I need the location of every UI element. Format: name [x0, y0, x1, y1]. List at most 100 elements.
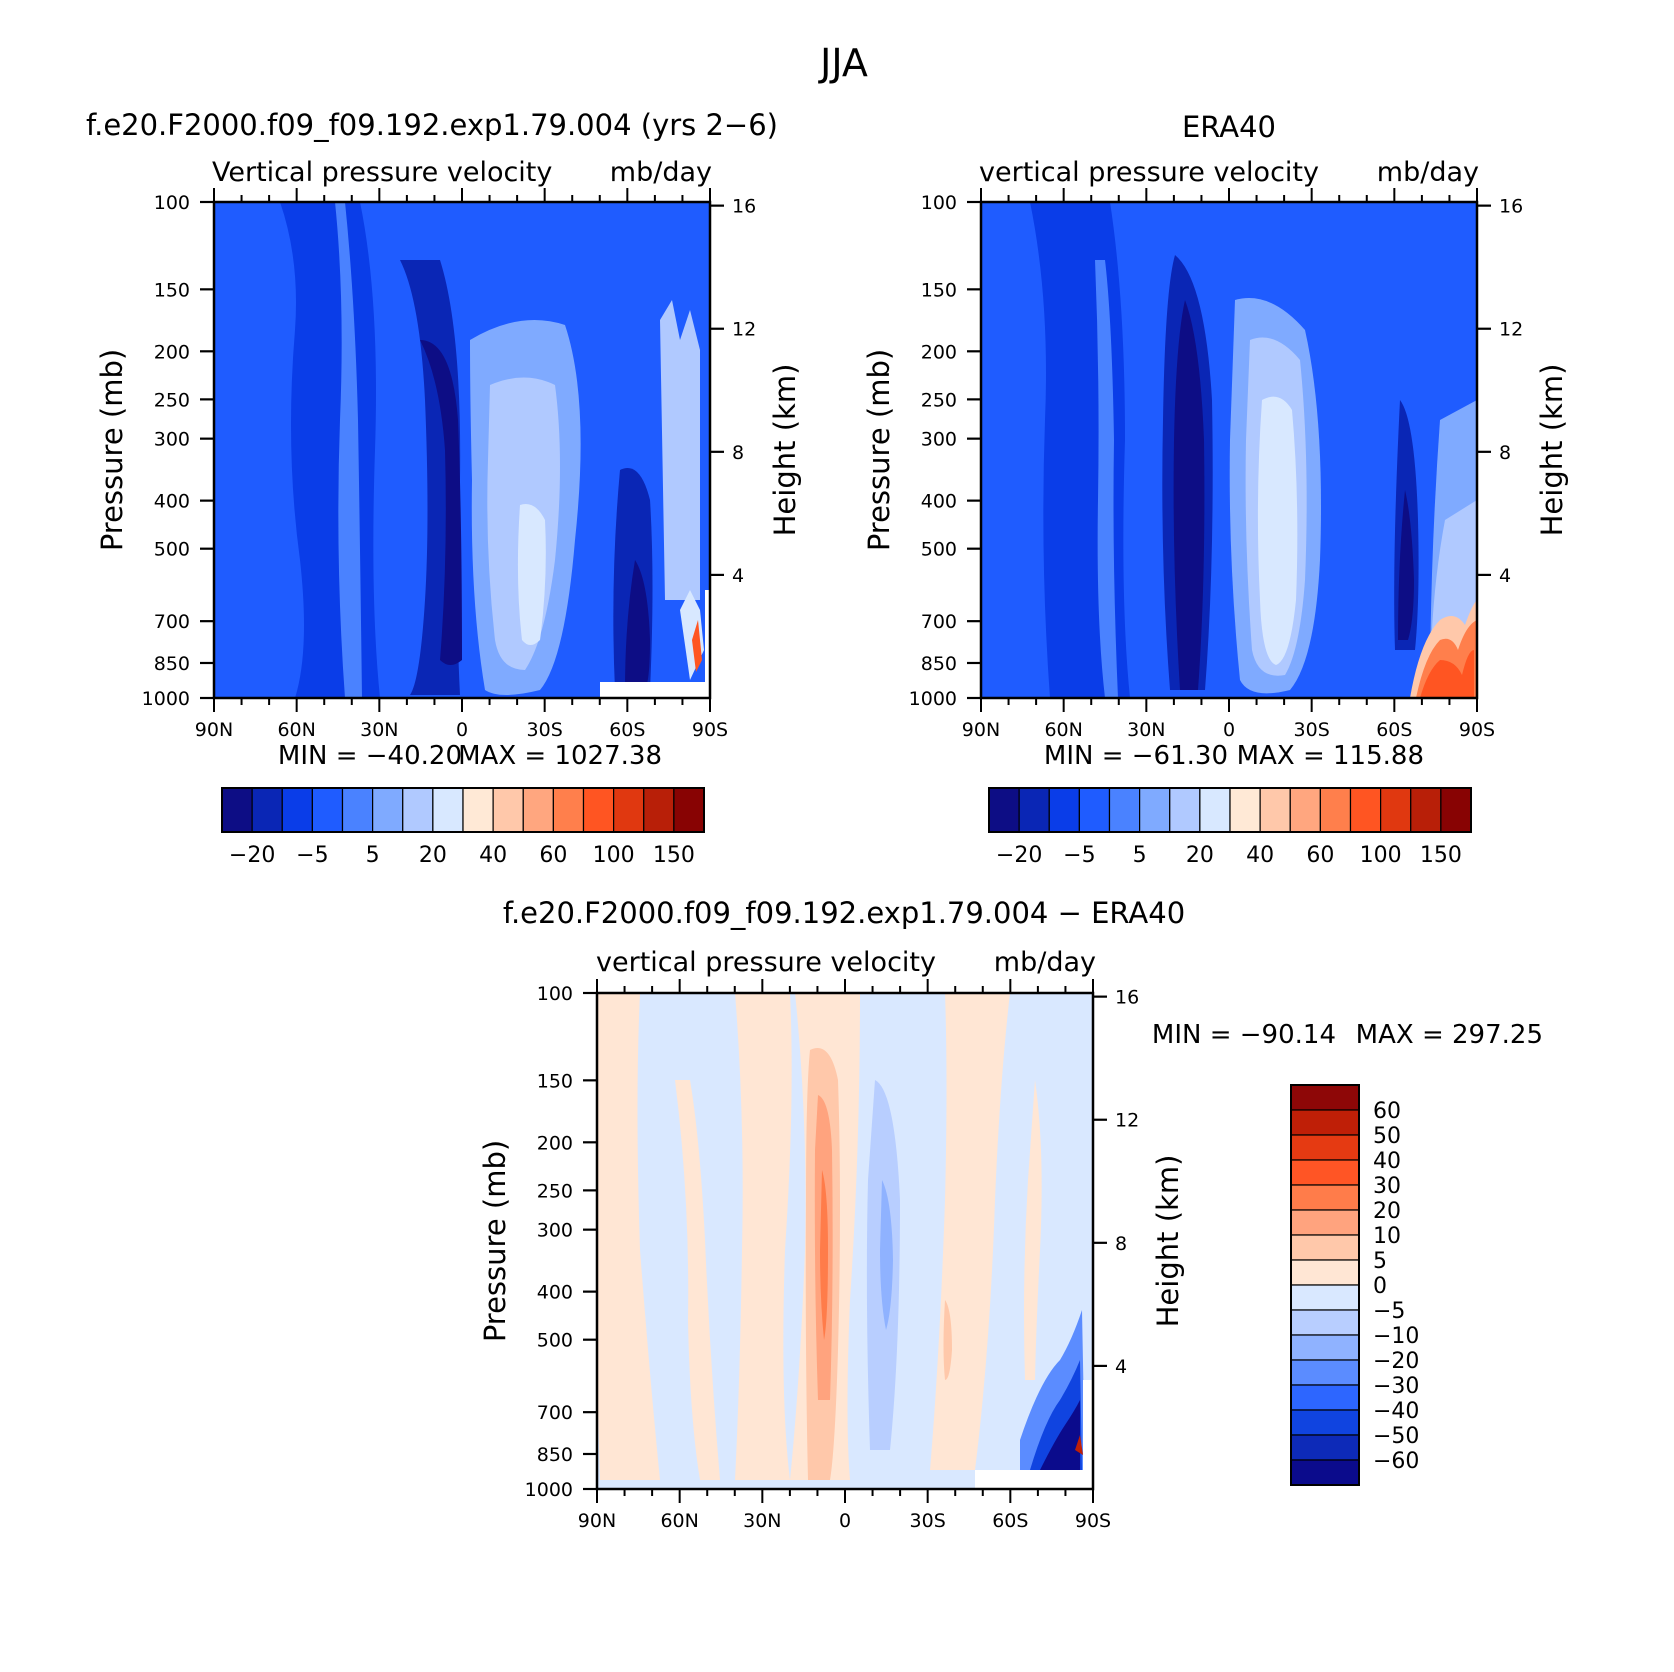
colorbar-box	[643, 787, 675, 833]
colorbar-label: 100	[1360, 843, 1402, 868]
colorbar-box	[341, 787, 374, 833]
field-positive-nh-2	[675, 1080, 720, 1480]
colorbar-label: 20	[1186, 843, 1214, 868]
y-tick-label: 1000	[525, 1479, 573, 1501]
y-tick-label: 200	[537, 1132, 573, 1154]
panel-model-field	[214, 202, 710, 698]
x-tick-label: 90N	[578, 1510, 616, 1532]
colorbar-label: −50	[1373, 1424, 1419, 1449]
colorbar-box	[1440, 787, 1472, 833]
figure-title: JJA	[818, 41, 868, 85]
panel-model-ylabel: Pressure (mb)	[95, 349, 129, 551]
colorbar-box	[1290, 1084, 1360, 1111]
colorbar-box	[552, 787, 585, 833]
colorbar-label: −5	[296, 843, 328, 868]
colorbar-box	[1290, 1334, 1360, 1361]
colorbar-box	[1290, 1409, 1360, 1436]
colorbar-label: 10	[1373, 1224, 1401, 1249]
colorbar-box	[492, 787, 524, 833]
panel-model: f.e20.F2000.f09_f09.192.exp1.79.004 (yrs…	[86, 108, 802, 868]
colorbar-frame	[1290, 1084, 1360, 1486]
colorbar-box	[613, 787, 645, 833]
panel-difference-field	[597, 993, 1093, 1489]
field-polar-positive-spot	[1075, 1435, 1083, 1455]
panel-model-variable: Vertical pressure velocity	[212, 157, 552, 188]
panel-difference-max: MAX = 297.25	[1356, 1020, 1543, 1050]
panel-era40-min: MIN = −61.30	[1044, 741, 1228, 771]
colorbar-box	[1319, 787, 1352, 833]
colorbar-label: −30	[1373, 1374, 1419, 1399]
panel-era40-left-ticks: 100 150 200 250 300 400 500 700 850 1000	[909, 192, 981, 710]
field-missing-edge	[1083, 1380, 1093, 1489]
field-positive-nh-1	[597, 993, 660, 1480]
colorbar-box	[402, 787, 434, 833]
colorbar-label: 20	[419, 843, 447, 868]
y-tick-label: 500	[537, 1330, 573, 1352]
panel-difference: f.e20.F2000.f09_f09.192.exp1.79.004 − ER…	[478, 896, 1543, 1532]
colorbar-label: 60	[1306, 843, 1334, 868]
field-sh-max-ascent	[1398, 490, 1414, 640]
panel-era40-colorbar: −20 −5 5 20 40 60 100 150	[988, 787, 1472, 868]
colorbar-box	[522, 787, 554, 833]
colorbar-label: −20	[996, 843, 1042, 868]
colorbar-label: −40	[1373, 1399, 1419, 1424]
colorbar-box	[1290, 1284, 1360, 1311]
field-positive-sh-high-lat	[1024, 1080, 1042, 1380]
panel-difference-y2label: Height (km)	[1151, 1155, 1185, 1328]
y-tick-label: 850	[537, 1444, 573, 1466]
y-tick-label: 200	[921, 341, 957, 363]
y-tick-label: 100	[537, 983, 573, 1005]
y2-tick-label: 4	[1499, 565, 1511, 587]
x-tick-label: 60S	[1376, 719, 1412, 741]
field-sh-max-ascent	[625, 560, 650, 690]
y2-tick-label: 4	[1115, 1356, 1127, 1378]
x-tick-label: 30S	[1294, 719, 1330, 741]
x-tick-label: 0	[456, 719, 468, 741]
colorbar-box	[1290, 1209, 1360, 1236]
panel-era40-title: ERA40	[1182, 110, 1276, 144]
colorbar-box	[1048, 787, 1080, 833]
colorbar-label: 0	[1373, 1274, 1387, 1299]
colorbar-label: 5	[366, 843, 380, 868]
colorbar-box	[1108, 787, 1141, 833]
field-antarctic-streaks	[660, 300, 700, 600]
y-tick-label: 400	[154, 491, 190, 513]
field-polar-negative-core	[1040, 1400, 1080, 1470]
field-missing-below-ground	[975, 1470, 1093, 1489]
colorbar-label: −5	[1063, 843, 1095, 868]
colorbar-label: −20	[229, 843, 275, 868]
colorbar-box	[1169, 787, 1201, 833]
y2-tick-label: 4	[732, 565, 744, 587]
x-tick-label: 60N	[277, 719, 315, 741]
colorbar-box	[372, 787, 404, 833]
y-tick-label: 150	[537, 1070, 573, 1092]
colorbar-label: 5	[1373, 1249, 1387, 1274]
x-tick-label: 30N	[1127, 719, 1165, 741]
colorbar-box	[1290, 1459, 1360, 1486]
y-tick-label: 200	[154, 341, 190, 363]
field-max-ascent	[420, 340, 462, 665]
colorbar-box	[1078, 787, 1111, 833]
y-tick-label: 250	[921, 389, 957, 411]
x-tick-label: 90S	[692, 719, 728, 741]
y2-tick-label: 12	[1115, 1110, 1139, 1132]
y-tick-label: 850	[921, 653, 957, 675]
panel-model-units: mb/day	[610, 157, 712, 188]
x-tick-label: 60N	[660, 1510, 698, 1532]
colorbar-box	[1018, 787, 1050, 833]
colorbar-box	[1410, 787, 1442, 833]
field-light-nh-column	[335, 202, 362, 698]
x-tick-label: 0	[839, 1510, 851, 1532]
colorbar-box	[1380, 787, 1412, 833]
colorbar-box	[1290, 1234, 1360, 1261]
y2-tick-label: 8	[1115, 1233, 1127, 1255]
colorbar-box	[1290, 1259, 1360, 1286]
x-tick-label: 90N	[962, 719, 1000, 741]
y2-tick-label: 12	[732, 319, 756, 341]
field-subsidence-core	[1257, 396, 1298, 665]
y-tick-label: 250	[154, 389, 190, 411]
panel-difference-left-ticks: 100 150 200 250 300 400 500 700 850 1000	[525, 983, 597, 1501]
colorbar-box	[1290, 1134, 1360, 1161]
panel-era40-units: mb/day	[1377, 157, 1479, 188]
